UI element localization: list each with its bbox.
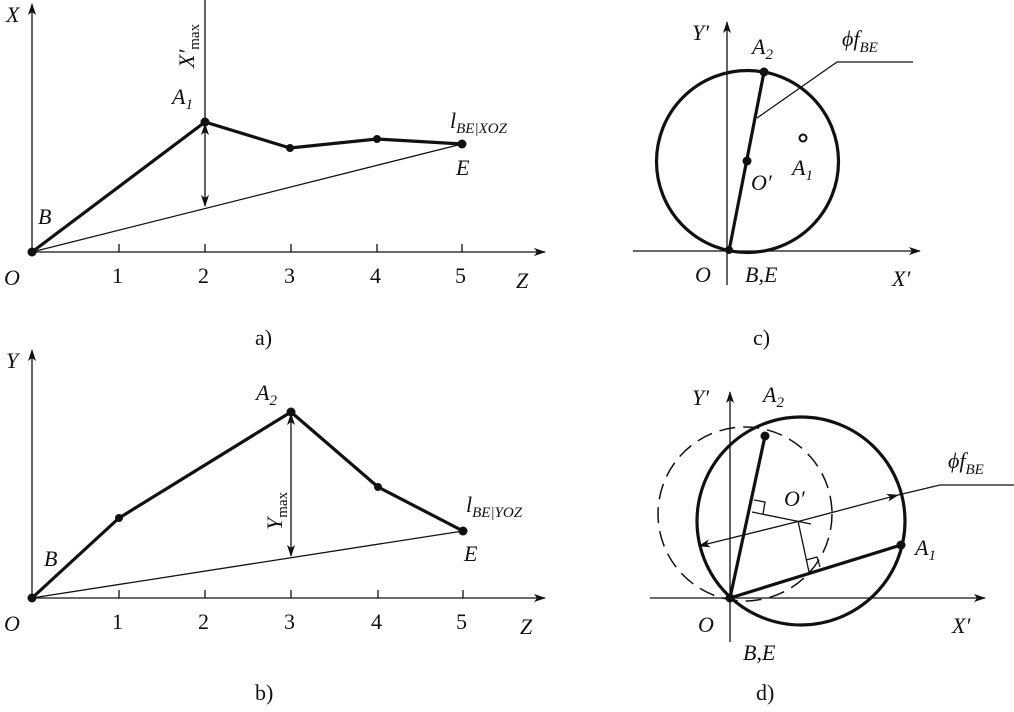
point-a1 (896, 540, 906, 550)
axis-label-x-prime: X′ (951, 613, 971, 638)
z-ticks (118, 590, 464, 598)
dashed-circle (657, 426, 833, 602)
label-ymax: Ymax (262, 491, 291, 530)
label-diameter: ϕfBE (842, 26, 878, 56)
tick-label: 4 (370, 263, 381, 288)
origin-label: O (698, 612, 714, 637)
tick-label: 3 (284, 609, 295, 634)
perpendicular-bisector-oa2 (751, 511, 812, 525)
right-angle-mark (753, 499, 766, 515)
chord-be (31, 530, 464, 599)
caption-a: a) (255, 325, 272, 350)
tolerance-circle (695, 415, 907, 627)
point-e (457, 139, 467, 149)
center-o-prime (742, 156, 752, 166)
tolerance-circle (654, 68, 841, 255)
tick-label: 5 (455, 263, 466, 288)
label-l-yoz: lBE|YOZ (466, 492, 523, 521)
label-a2: A2 (761, 382, 784, 411)
diameter-arrow-left (698, 520, 801, 548)
tick-label: 1 (112, 263, 123, 288)
label-b: B (44, 546, 57, 571)
point (115, 514, 123, 522)
right-angle-mark (805, 556, 821, 568)
axis-label-z: Z (520, 614, 533, 639)
diameter-arrow-right (799, 493, 899, 522)
axis-label-y-prime: Y′ (692, 385, 710, 410)
axis-label-y: Y (6, 348, 21, 373)
origin-label: O (4, 611, 20, 636)
point (286, 144, 294, 152)
curve-xoz (31, 120, 463, 254)
perpendicular-bisector-oa1 (797, 520, 810, 573)
caption-d: d) (756, 680, 774, 705)
label-a2: A2 (750, 34, 773, 63)
leader-line (897, 484, 1014, 496)
label-o-prime: O′ (751, 170, 773, 195)
label-xmax: X′max (174, 23, 203, 69)
leader-line (756, 61, 913, 119)
caption-c: c) (753, 325, 770, 350)
label-diameter: ϕfBE (948, 448, 984, 478)
label-a1: A1 (170, 84, 193, 113)
point-o (725, 593, 735, 603)
tick-label: 4 (371, 609, 382, 634)
panel-b: 1 2 3 4 5 Y Z O B E A2 Ymax lBE|YOZ b) (4, 348, 546, 705)
z-ticks (118, 244, 463, 252)
axis-label-x: X (5, 2, 21, 27)
axis-label-x-prime: X′ (891, 266, 911, 291)
point-e (458, 526, 468, 536)
point (373, 135, 381, 143)
point-a2 (760, 431, 770, 441)
point-a1 (798, 133, 808, 143)
caption-b: b) (255, 680, 273, 705)
panel-d: Y′ X′ O B,E O′ A1 A2 ϕfBE d) (650, 382, 1014, 705)
point (374, 483, 382, 491)
label-e: E (463, 541, 478, 566)
label-o-prime: O′ (784, 486, 806, 511)
origin-label: O (695, 262, 711, 287)
tick-label: 2 (198, 609, 209, 634)
tick-label: 3 (284, 263, 295, 288)
panel-a: 1 2 3 4 5 X Z O B E A1 X′max lBE|XOZ a) (4, 0, 546, 350)
label-a1: A1 (790, 155, 813, 184)
segment-o-a2 (728, 435, 767, 599)
chord-be (31, 143, 463, 253)
curve-yoz (30, 410, 464, 600)
label-a2: A2 (254, 380, 277, 409)
segment-o-a1 (729, 543, 902, 600)
tick-label: 1 (112, 609, 123, 634)
point-b (27, 247, 37, 257)
label-be: B,E (745, 262, 778, 287)
label-be: B,E (743, 640, 776, 665)
tick-label: 2 (198, 263, 209, 288)
point-o (725, 246, 733, 254)
axis-label-z: Z (516, 268, 529, 293)
label-e: E (455, 155, 470, 180)
label-l-xoz: lBE|XOZ (450, 108, 508, 137)
axis-label-y-prime: Y′ (692, 20, 710, 45)
point-a2 (759, 67, 769, 77)
point-b (27, 593, 37, 603)
panel-c: Y′ X′ O B,E O′ A1 A2 ϕfBE c) (633, 20, 921, 350)
label-a1: A1 (913, 535, 936, 564)
label-b: B (38, 204, 51, 229)
tick-label: 5 (456, 609, 467, 634)
origin-label: O (4, 265, 20, 290)
